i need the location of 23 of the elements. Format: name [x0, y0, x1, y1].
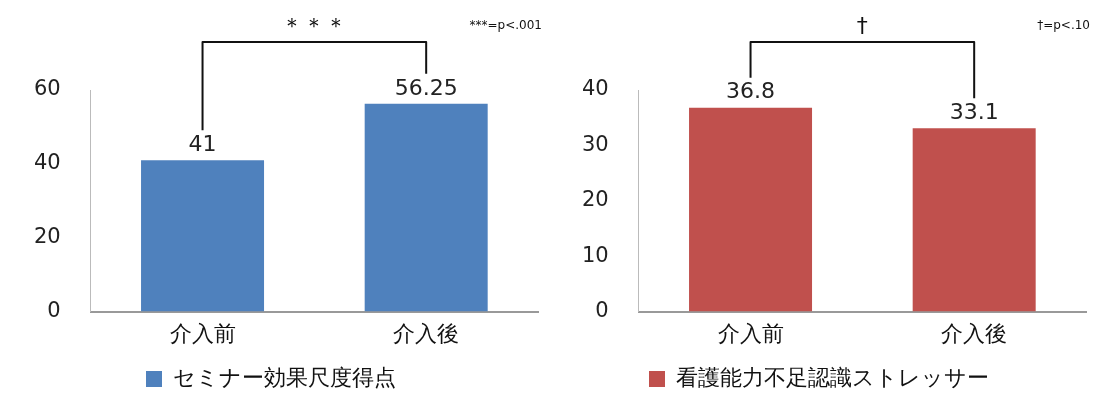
- data-label: 41: [188, 130, 217, 156]
- data-label: 33.1: [949, 98, 999, 124]
- text: †: [856, 12, 868, 38]
- y-tick-label: 40: [581, 76, 609, 101]
- y-tick-label: 10: [581, 242, 609, 267]
- text: †=p<.10: [1037, 18, 1090, 33]
- data-label: 56.25: [394, 74, 458, 100]
- legend-label: セミナー効果尺度得点: [173, 364, 396, 390]
- data-label: 36.8: [726, 78, 776, 104]
- text: ***=p<.001: [469, 18, 542, 33]
- legend-label: 看護能力不足認識ストレッサー: [676, 364, 989, 390]
- y-tick-label: 0: [595, 298, 609, 323]
- y-tick-label: 20: [33, 224, 61, 249]
- y-tick-label: 20: [581, 187, 609, 212]
- x-tick-label: 介入後: [393, 320, 460, 346]
- x-tick-label: 介入前: [717, 320, 784, 346]
- text: ＊＊＊: [281, 12, 348, 38]
- y-tick-label: 40: [33, 150, 61, 175]
- y-tick-label: 0: [47, 298, 61, 323]
- y-tick-label: 30: [581, 131, 609, 156]
- y-tick-label: 60: [33, 76, 61, 101]
- x-tick-label: 介入後: [941, 320, 1008, 346]
- x-tick-label: 介入前: [169, 320, 236, 346]
